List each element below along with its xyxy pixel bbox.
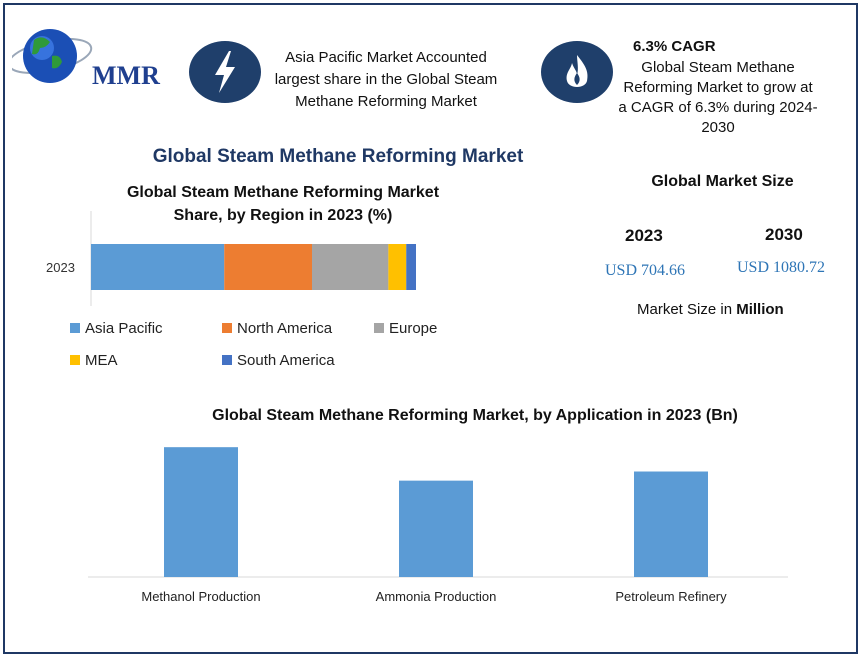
market-size-title: Global Market Size bbox=[651, 173, 794, 190]
legend-asia-pacific: Asia Pacific bbox=[70, 320, 163, 337]
legend-swatch bbox=[222, 323, 232, 333]
bar-segment-asia-pacific bbox=[91, 244, 225, 290]
region-chart-title: Global Steam Methane Reforming Market Sh… bbox=[126, 184, 440, 224]
year-2023: 2023 bbox=[625, 226, 663, 245]
legend-europe: Europe bbox=[374, 320, 437, 337]
bar-methanol-production bbox=[164, 447, 238, 577]
svg-text:MMR: MMR bbox=[92, 61, 160, 90]
infographic-frame bbox=[3, 3, 858, 654]
cagr-text: Global Steam Methane Reforming Market to… bbox=[618, 59, 818, 136]
legend-swatch bbox=[70, 355, 80, 365]
bar-ammonia-production bbox=[399, 480, 473, 577]
bar-segment-europe bbox=[312, 244, 389, 290]
main-title: Global Steam Methane Reforming Market bbox=[152, 146, 524, 167]
year-2030: 2030 bbox=[765, 225, 803, 244]
bar-petroleum-refinery bbox=[634, 471, 708, 577]
legend-mea: MEA bbox=[70, 352, 118, 369]
cagr-title: 6.3% CAGR bbox=[633, 38, 716, 55]
market-value-2030: USD 1080.72 bbox=[737, 259, 826, 276]
flame-icon bbox=[541, 41, 613, 103]
lightning-icon bbox=[189, 41, 261, 103]
application-chart: Methanol Production Ammonia Production Pet… bbox=[88, 447, 788, 604]
bar-segment-mea bbox=[388, 244, 407, 290]
category-label: 2023 bbox=[46, 260, 75, 275]
mmr-logo: MMR bbox=[12, 29, 160, 90]
bar-segment-south-america bbox=[406, 244, 416, 290]
market-value-2023: USD 704.66 bbox=[605, 262, 686, 279]
x-tick-label: Ammonia Production bbox=[376, 589, 497, 604]
legend-swatch bbox=[222, 355, 232, 365]
legend-north-america: North America bbox=[222, 320, 332, 337]
x-tick-label: Methanol Production bbox=[141, 589, 260, 604]
asia-share-text: Asia Pacific Market Accounted largest sh… bbox=[274, 49, 498, 110]
x-tick-label: Petroleum Refinery bbox=[615, 589, 727, 604]
legend-swatch bbox=[70, 323, 80, 333]
market-size-unit: Market Size in Million bbox=[637, 301, 784, 318]
legend-south-america: South America bbox=[222, 352, 335, 369]
region-share-chart: 2023 bbox=[46, 211, 416, 306]
bar-segment-north-america bbox=[224, 244, 312, 290]
legend-swatch bbox=[374, 323, 384, 333]
application-chart-title: Global Steam Methane Reforming Market, b… bbox=[212, 407, 738, 424]
